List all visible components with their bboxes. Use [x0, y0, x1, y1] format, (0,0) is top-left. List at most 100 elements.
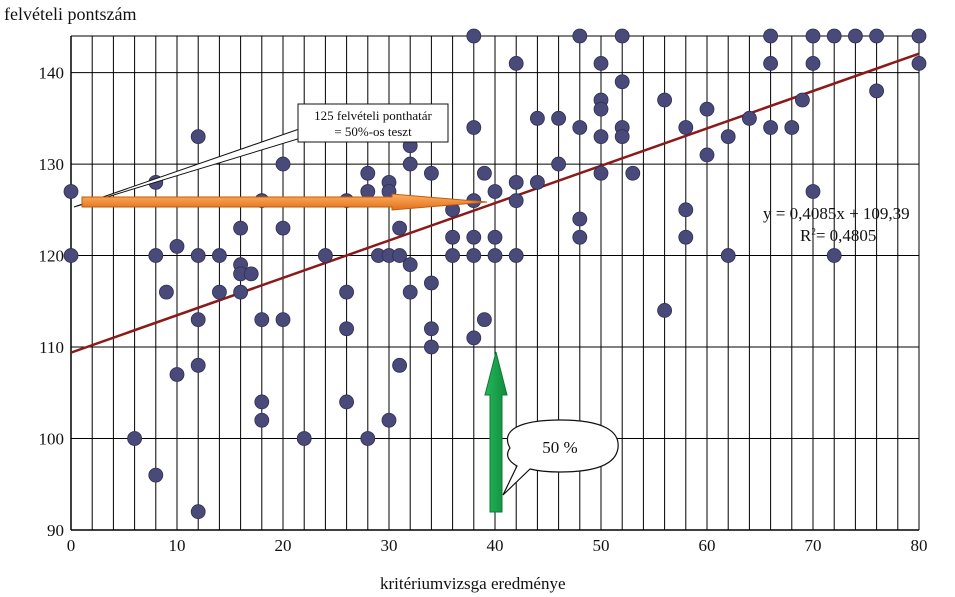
speech-bubble — [502, 419, 619, 496]
bubble-text: 50 % — [542, 438, 577, 457]
data-point — [360, 431, 376, 446]
data-point — [869, 28, 884, 44]
y-tick-label: 100 — [39, 430, 65, 449]
data-point — [508, 56, 524, 71]
data-point — [296, 431, 312, 446]
x-tick-label: 80 — [911, 536, 928, 555]
data-point — [402, 156, 418, 172]
data-point — [805, 184, 821, 199]
data-point — [508, 193, 524, 209]
data-point — [614, 28, 630, 44]
data-point — [678, 120, 694, 135]
x-tick-label: 30 — [381, 536, 398, 555]
data-point — [476, 165, 492, 181]
data-point — [381, 412, 397, 428]
x-tick-label: 0 — [67, 536, 76, 555]
data-point — [339, 394, 355, 410]
data-point — [911, 28, 927, 44]
data-point — [625, 165, 641, 181]
data-point — [784, 120, 800, 135]
data-point — [657, 92, 672, 108]
data-point — [158, 284, 174, 300]
data-point — [530, 174, 545, 190]
r-squared: R2= 0,4805 — [800, 226, 876, 246]
data-point — [593, 56, 609, 71]
x-tick-label: 10 — [169, 536, 186, 555]
data-point — [763, 56, 778, 71]
data-point — [63, 184, 79, 199]
data-point — [445, 248, 461, 263]
data-point — [243, 266, 259, 282]
data-point — [466, 229, 482, 245]
data-point — [614, 74, 630, 90]
y-tick-label: 120 — [39, 247, 65, 266]
data-point — [848, 28, 863, 44]
y-tick-label: 130 — [39, 155, 65, 174]
data-point — [572, 28, 588, 44]
data-point — [211, 248, 227, 263]
y-tick-label: 140 — [39, 64, 65, 83]
data-point — [466, 330, 482, 346]
data-point — [254, 312, 270, 327]
data-point — [551, 110, 566, 126]
r-squared-exponent: 2 — [811, 226, 816, 237]
data-point — [254, 412, 270, 428]
data-point — [763, 28, 778, 44]
data-point — [402, 257, 418, 273]
orange-arrow — [81, 193, 488, 211]
y-tick-label: 110 — [39, 338, 64, 357]
data-point — [63, 248, 79, 263]
callout-text-line2: = 50%-os teszt — [334, 124, 412, 139]
data-point — [742, 110, 757, 126]
data-point — [275, 312, 291, 327]
tick-labels: 0 10 20 30 40 50 60 70 80 90 100 110 120 130 140 — [39, 64, 928, 555]
data-point — [911, 56, 927, 71]
data-point — [190, 312, 206, 327]
callout-pointer — [73, 126, 306, 208]
data-point — [190, 248, 206, 263]
data-point — [169, 239, 185, 254]
data-point — [190, 357, 206, 373]
data-point — [805, 56, 821, 71]
data-point — [593, 165, 609, 181]
x-tick-label: 20 — [275, 536, 292, 555]
x-tick-label: 50 — [593, 536, 610, 555]
data-point — [339, 284, 355, 300]
y-axis-label: felvételi pontszám — [4, 4, 137, 24]
data-point — [275, 220, 291, 236]
data-point — [508, 248, 524, 263]
data-point — [699, 101, 715, 117]
data-point — [466, 28, 482, 44]
data-point — [254, 394, 270, 410]
data-point — [699, 147, 715, 163]
data-point — [826, 28, 842, 44]
data-point — [339, 321, 355, 337]
trendline-path — [70, 52, 920, 354]
data-points — [63, 28, 927, 520]
data-point — [423, 321, 439, 337]
green-arrow — [484, 351, 508, 513]
data-point — [211, 284, 227, 300]
data-point — [402, 284, 418, 300]
data-point — [614, 129, 630, 145]
data-point — [487, 184, 503, 199]
trendline — [70, 52, 920, 354]
data-point — [487, 229, 503, 245]
axes — [70, 36, 919, 531]
data-point — [445, 229, 461, 245]
data-point — [392, 248, 408, 263]
data-point — [392, 220, 408, 236]
data-point — [392, 357, 408, 373]
callout-text-line1: 125 felvételi ponthatár — [314, 108, 432, 123]
data-point — [795, 92, 810, 108]
data-point — [869, 83, 884, 99]
data-point — [572, 229, 588, 245]
r-squared-value: = 0,4805 — [815, 226, 877, 245]
x-axis-label: kritériumvizsga eredménye — [380, 574, 566, 593]
data-point — [360, 165, 376, 181]
data-point — [190, 129, 206, 145]
data-point — [678, 229, 694, 245]
data-point — [148, 248, 164, 263]
data-point — [275, 156, 291, 172]
